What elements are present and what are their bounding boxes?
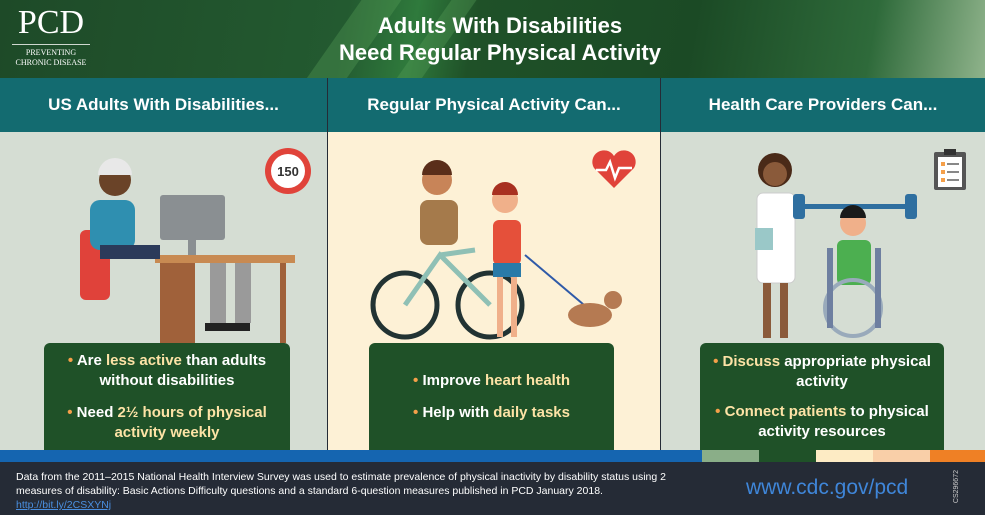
- activity-benefits-box: • Improve heart health • Help with daily…: [369, 343, 614, 450]
- bullet-item: • Are less active than adults without di…: [67, 351, 267, 389]
- man-at-desk-illustration: [80, 158, 295, 343]
- bullet-item: • Help with daily tasks: [413, 403, 570, 421]
- clipboard-checklist-icon: [934, 149, 966, 190]
- document-code: CS296672: [953, 470, 960, 504]
- bullet-item: • Need 2½ hours of physical activity wee…: [67, 403, 267, 441]
- footer-source-note: Data from the 2011–2015 National Health …: [16, 471, 666, 511]
- bullet-item: • Improve heart health: [413, 371, 570, 389]
- adults-facts-box: • Are less active than adults without di…: [44, 343, 290, 450]
- doctor-and-wheelchair-user-illustration: [755, 153, 917, 338]
- bullet-item: • Connect patients to physical activity …: [715, 402, 929, 440]
- svg-text:150: 150: [277, 164, 299, 179]
- pcd-logo: PCD PREVENTING CHRONIC DISEASE: [12, 6, 90, 68]
- bullet-item: • Discuss appropriate physical activity: [713, 352, 931, 390]
- color-strip-segment: [759, 450, 816, 462]
- color-strip-segment: [873, 450, 930, 462]
- cyclist-and-dog-walker-illustration: [370, 160, 622, 340]
- color-strip-segment: [702, 450, 759, 462]
- color-strip-segment: [930, 450, 985, 462]
- color-strip-segment: [816, 450, 873, 462]
- providers-actions-box: • Discuss appropriate physical activity …: [700, 343, 944, 450]
- cdc-website-link[interactable]: www.cdc.gov/pcd: [746, 476, 909, 499]
- source-link[interactable]: http://bit.ly/2CSXYNj: [16, 499, 112, 511]
- column-heading-3: Health Care Providers Can...: [661, 78, 985, 132]
- header-banner: PCD PREVENTING CHRONIC DISEASE Adults Wit…: [0, 0, 985, 78]
- color-strip: [0, 450, 702, 462]
- column-heading-2: Regular Physical Activity Can...: [328, 78, 660, 132]
- heart-rate-icon: [592, 150, 636, 188]
- column-heading-1: US Adults With Disabilities...: [0, 78, 327, 132]
- page-title: Adults With Disabilities Need Regular Phy…: [339, 13, 661, 65]
- stopwatch-icon: 150: [265, 148, 311, 194]
